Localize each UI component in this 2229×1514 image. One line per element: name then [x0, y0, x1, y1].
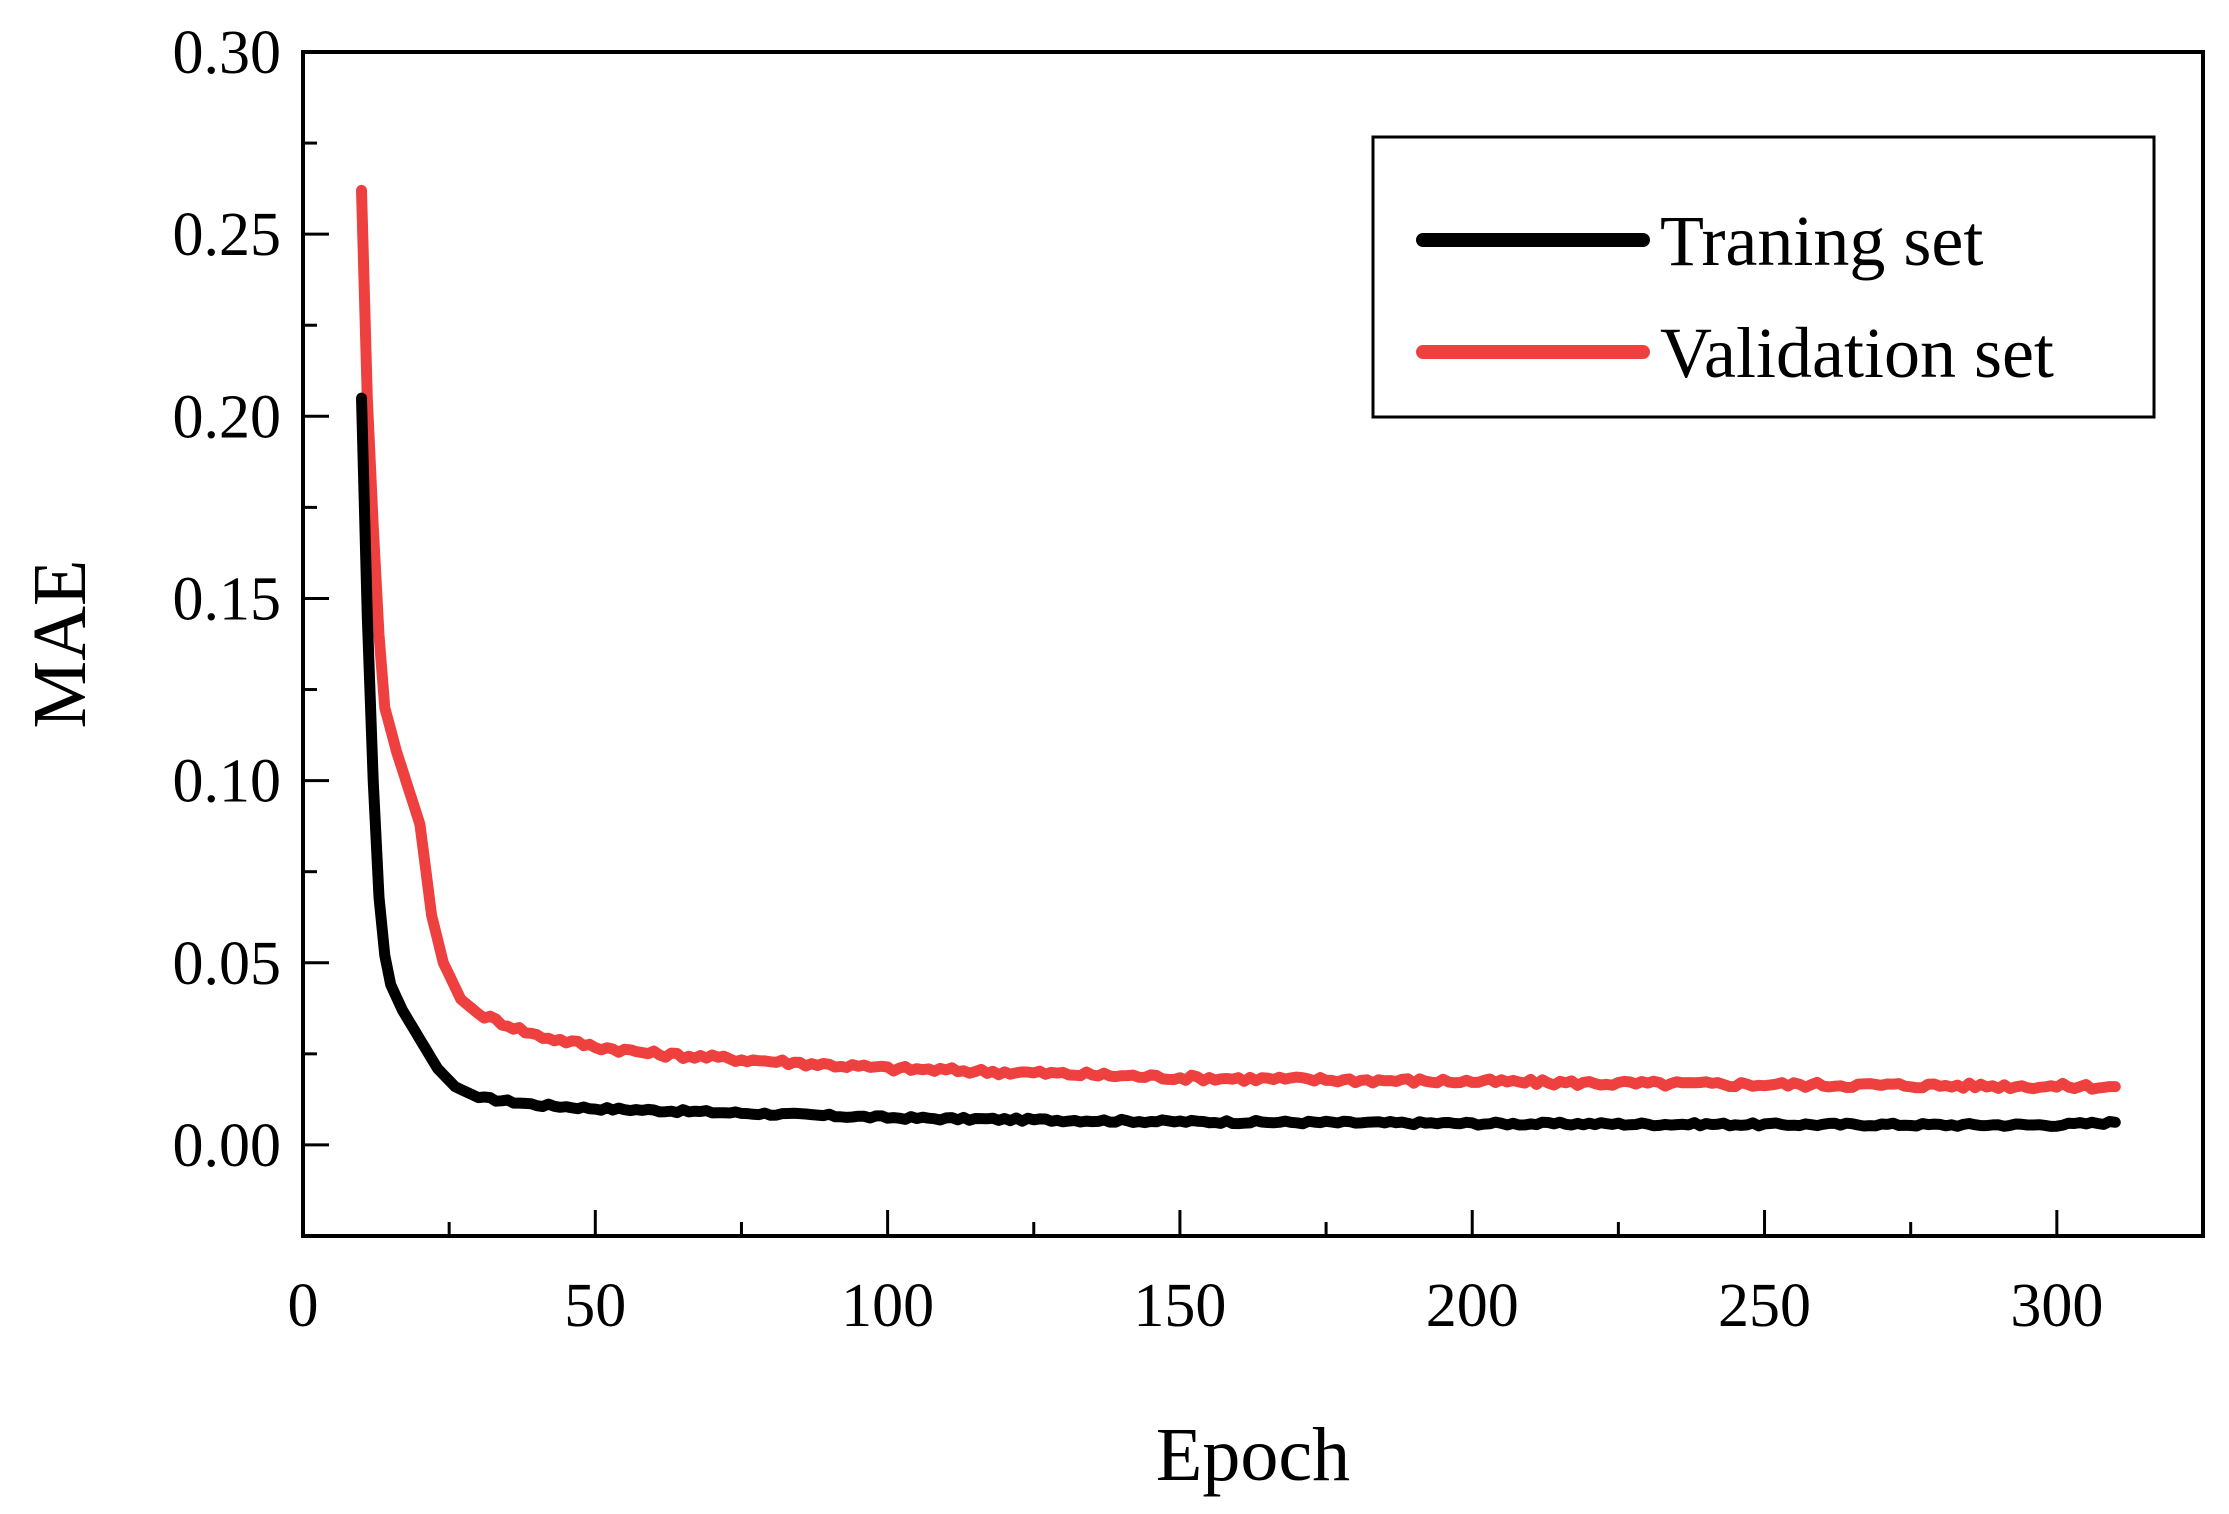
legend-label-validation: Validation set	[1660, 313, 2054, 393]
x-tick-label: 250	[1718, 1272, 1811, 1340]
y-tick-label: 0.20	[173, 383, 282, 451]
plot-frame	[301, 50, 2205, 1238]
x-tick-label: 200	[1426, 1272, 1519, 1340]
y-tick-label: 0.25	[173, 201, 282, 269]
series-line-training	[356, 392, 2121, 1132]
x-tick-label: 300	[2010, 1272, 2103, 1340]
series-line-validation	[356, 184, 2121, 1095]
x-tick-label: 100	[841, 1272, 934, 1340]
legend: Traning set Validation set	[1371, 135, 2156, 419]
y-tick-label: 0.10	[173, 748, 282, 816]
legend-label-training: Traning set	[1660, 201, 1983, 281]
y-axis: 0.00 0.05 0.10 0.15 0.20 0.25 0.30	[173, 19, 329, 1238]
y-tick-label: 0.05	[173, 930, 282, 998]
x-tick-label: 50	[564, 1272, 626, 1340]
y-tick-label: 0.00	[173, 1112, 282, 1180]
y-axis-title: MAE	[18, 560, 102, 729]
x-tick-label: 150	[1133, 1272, 1226, 1340]
y-tick-label: 0.15	[173, 565, 282, 633]
x-tick-label: 0	[288, 1272, 319, 1340]
x-axis: 0 50 100 150 200 250 300	[288, 1210, 2103, 1340]
series-layer	[356, 184, 2121, 1132]
legend-box	[1371, 135, 2156, 419]
y-tick-label: 0.30	[173, 19, 282, 87]
x-axis-title: Epoch	[1156, 1413, 1350, 1497]
